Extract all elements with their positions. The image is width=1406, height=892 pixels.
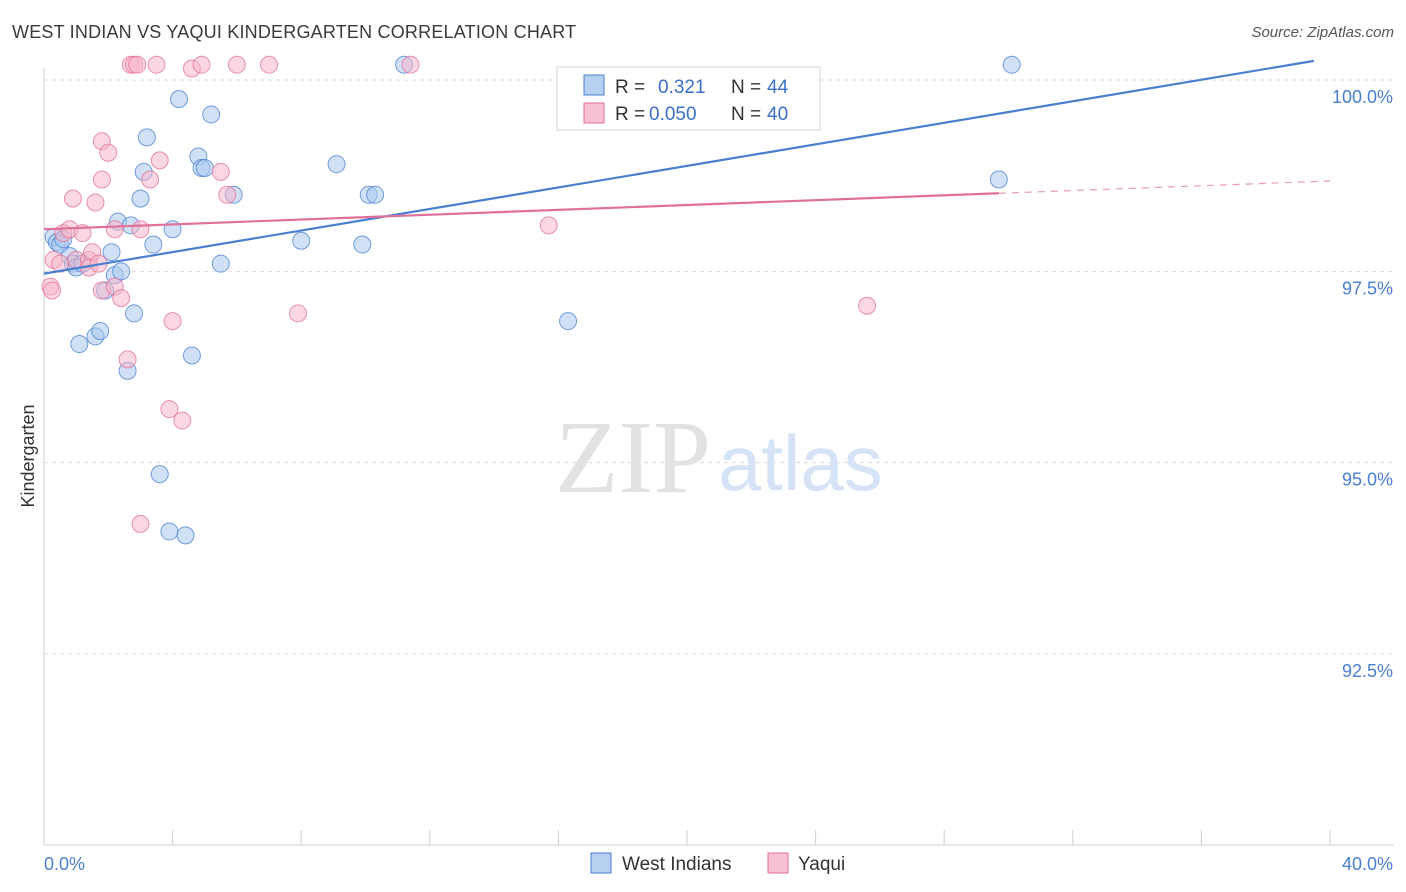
yaqui-point <box>211 162 230 181</box>
west-indians-point <box>182 346 201 365</box>
yaqui-point <box>218 185 237 204</box>
west-indians-point <box>989 170 1008 189</box>
yaqui-point <box>539 216 558 235</box>
y-tick-label: 92.5% <box>1342 661 1393 681</box>
yaqui-point <box>163 312 182 331</box>
yaqui-point <box>160 400 179 419</box>
yaqui-point <box>92 170 111 189</box>
west-indians-point <box>170 90 189 109</box>
legend-label-yaqui[interactable]: Yaqui <box>798 854 845 875</box>
yaqui-point <box>128 55 147 74</box>
stats-n-value-west-indians: 44 <box>767 77 789 98</box>
yaqui-point <box>131 514 150 533</box>
yaqui-trend-extension <box>998 180 1331 194</box>
yaqui-point <box>131 220 150 239</box>
yaqui-point <box>105 220 124 239</box>
west-indians-point <box>102 243 121 262</box>
y-axis-title: Kindergarten <box>18 404 38 507</box>
yaqui-point <box>288 304 307 323</box>
legend-swatch-west-indians[interactable] <box>590 852 612 874</box>
tick-labels: 92.5% 95.0% 97.5% 100.0% 0.0% 40.0% <box>44 87 1393 874</box>
yaqui-point <box>858 296 877 315</box>
stats-legend: R = 0.321 N = 44 R = 0.050 N = 40 <box>556 66 821 131</box>
west-indians-point <box>137 128 156 147</box>
grid-lines <box>44 79 1394 655</box>
legend-swatch-yaqui[interactable] <box>767 852 789 874</box>
yaqui-point <box>112 289 131 308</box>
watermark-atlas: atlas <box>718 419 883 507</box>
west-indians-point <box>366 185 385 204</box>
stats-legend-swatch-yaqui <box>583 102 605 124</box>
yaqui-point <box>260 55 279 74</box>
axes <box>43 68 1394 846</box>
west-indians-point <box>70 335 89 354</box>
west-indians-point <box>559 312 578 331</box>
west-indians-point <box>292 231 311 250</box>
west-indians-point <box>1002 55 1021 74</box>
watermark: ZIP atlas <box>555 400 883 515</box>
yaqui-point <box>150 151 169 170</box>
stats-r-value-west-indians: 0.321 <box>658 77 706 98</box>
yaqui-point <box>99 143 118 162</box>
series-legend: West Indians Yaqui <box>590 852 845 875</box>
yaqui-point <box>147 55 166 74</box>
west-indians-point <box>125 304 144 323</box>
west-indians-point <box>131 189 150 208</box>
west-indians-point <box>91 322 110 341</box>
west-indians-point <box>211 254 230 273</box>
yaqui-point <box>43 281 62 300</box>
stats-r-value-yaqui: 0.050 <box>649 104 697 125</box>
x-tick-label: 40.0% <box>1342 854 1393 874</box>
yaqui-point <box>141 170 160 189</box>
stats-r-label-west-indians: R = <box>615 77 645 98</box>
yaqui-point <box>63 189 82 208</box>
stats-n-label-yaqui: N = <box>731 104 761 125</box>
chart-source: Source: ZipAtlas.com <box>1251 24 1394 41</box>
chart-title: WEST INDIAN VS YAQUI KINDERGARTEN CORREL… <box>12 22 577 42</box>
stats-legend-swatch-west-indians <box>583 74 605 96</box>
y-tick-label: 97.5% <box>1342 278 1393 298</box>
yaqui-point <box>173 411 192 430</box>
trend-lines <box>43 59 1331 275</box>
yaqui-point <box>192 55 211 74</box>
west-indians-point <box>353 235 372 254</box>
yaqui-point <box>86 193 105 212</box>
west-indians-point <box>144 235 163 254</box>
x-tick-label: 0.0% <box>44 854 85 874</box>
y-tick-label: 100.0% <box>1332 87 1393 107</box>
stats-r-label-yaqui: R = <box>615 104 645 125</box>
yaqui-trend-line <box>43 192 999 231</box>
watermark-zip: ZIP <box>555 400 711 515</box>
legend-label-west-indians[interactable]: West Indians <box>622 854 731 875</box>
stats-n-label-west-indians: N = <box>731 77 761 98</box>
west-indians-point <box>112 262 131 281</box>
yaqui-point <box>227 55 246 74</box>
yaqui-point <box>118 350 137 369</box>
west-indians-point <box>202 105 221 124</box>
y-tick-label: 95.0% <box>1342 470 1393 490</box>
stats-n-value-yaqui: 40 <box>767 104 788 125</box>
west-indians-point <box>160 522 179 541</box>
west-indians-point <box>195 159 214 178</box>
west-indians-point <box>176 526 195 545</box>
west-indians-point <box>150 465 169 484</box>
west-indians-point <box>327 155 346 174</box>
yaqui-point <box>401 55 420 74</box>
west-indians-trend-line <box>43 59 1315 275</box>
